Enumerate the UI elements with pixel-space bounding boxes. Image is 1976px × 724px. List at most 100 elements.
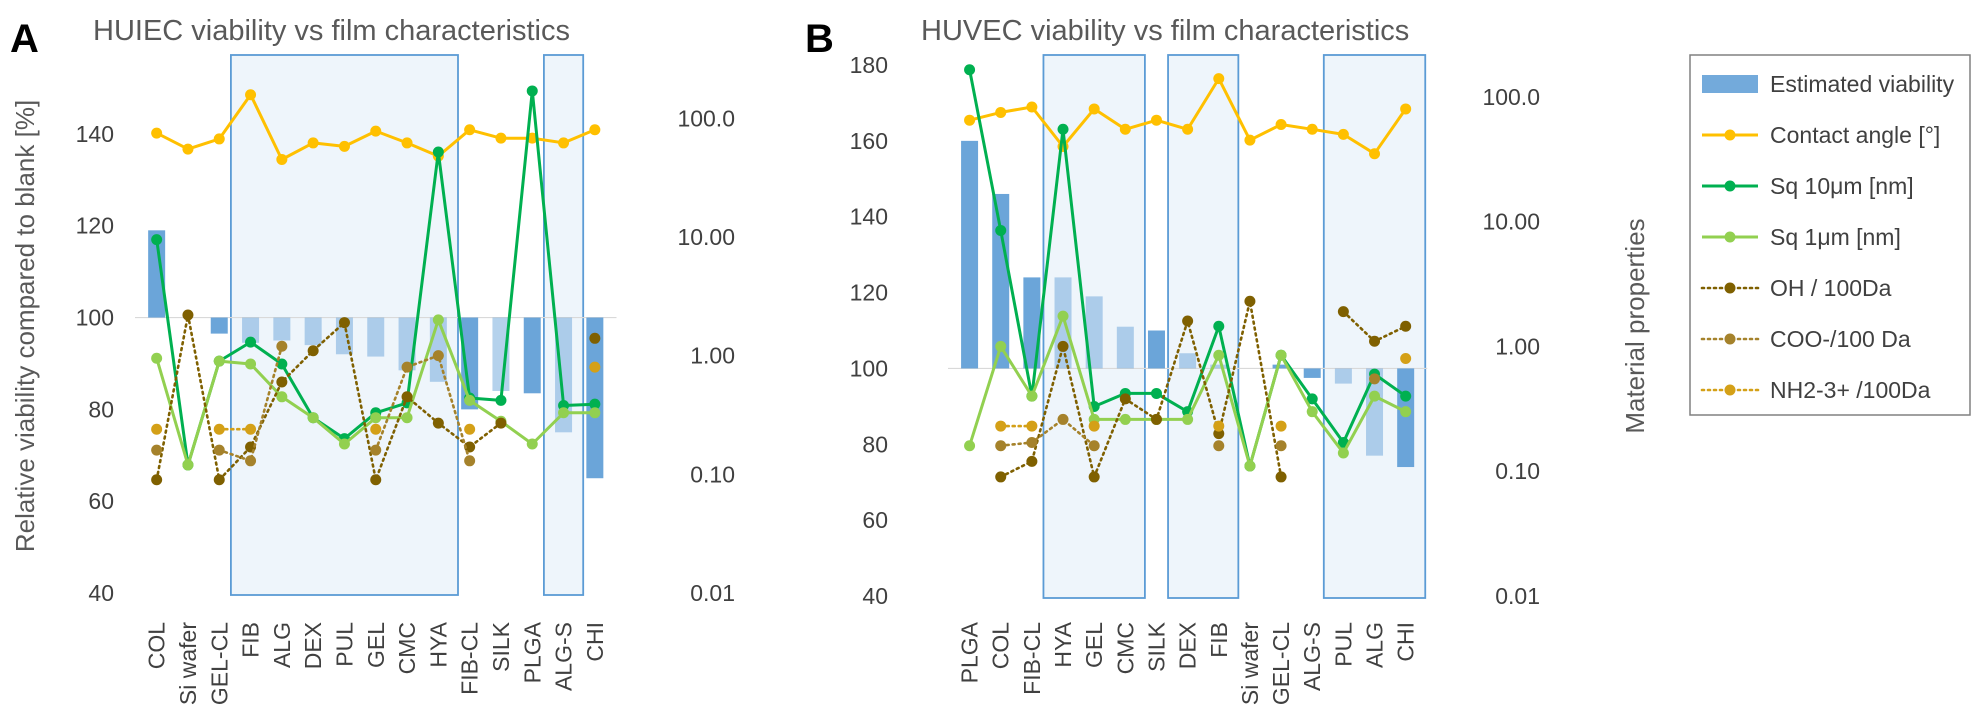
series-point	[995, 440, 1007, 452]
legend-swatch-bar	[1702, 75, 1758, 93]
series-point	[276, 376, 288, 388]
series-point	[1337, 128, 1349, 140]
viability-bar	[1366, 368, 1384, 456]
right-y-tick-label: 0.01	[690, 580, 735, 606]
category-label: ALG-S	[551, 622, 577, 691]
series-point	[182, 309, 194, 321]
series-point	[1119, 123, 1131, 135]
series-point	[213, 355, 225, 367]
category-label: GEL-CL	[1268, 622, 1294, 705]
series-point	[1119, 413, 1131, 425]
category-label: Si wafer	[1237, 622, 1263, 705]
series-line	[999, 300, 1283, 479]
series-point	[1213, 73, 1225, 85]
series-point	[995, 106, 1007, 118]
viability-bar	[1210, 364, 1228, 369]
series-point	[1182, 315, 1194, 327]
viability-bar	[367, 317, 385, 357]
series-point	[151, 423, 163, 435]
series-point	[1213, 420, 1225, 432]
left-y-tick-label: 180	[850, 52, 888, 78]
right-y-tick-label: 100.0	[677, 105, 735, 131]
series-point	[401, 361, 413, 373]
series-point	[151, 444, 163, 456]
series-point	[1275, 471, 1287, 483]
viability-bar	[1334, 368, 1352, 384]
left-y-tick-label: 100	[76, 305, 114, 331]
right-y-tick-label: 0.01	[1495, 583, 1540, 609]
series-point	[1400, 390, 1412, 402]
series-point	[1400, 320, 1412, 332]
series-point	[307, 137, 319, 149]
category-label: DEX	[1175, 622, 1201, 669]
series-point	[1057, 340, 1069, 352]
series-point	[276, 153, 288, 165]
category-label: ALG	[1362, 622, 1388, 668]
series-point	[1026, 101, 1038, 113]
viability-bar	[1397, 368, 1415, 468]
series-point	[370, 444, 382, 456]
series-point	[464, 124, 476, 136]
viability-bar	[1085, 296, 1103, 369]
series-point	[589, 332, 601, 344]
series-point	[558, 137, 570, 149]
panel-b-letter: B	[805, 17, 834, 61]
left-y-tick-label: 60	[88, 488, 114, 514]
series-point	[1150, 413, 1162, 425]
series-point	[1150, 114, 1162, 126]
viability-bar	[1179, 353, 1197, 369]
right-y-tick-label: 10.00	[1482, 209, 1540, 235]
series-point	[1369, 373, 1381, 385]
legend-item-label: COO-/100 Da	[1770, 326, 1911, 352]
series-point	[182, 459, 194, 471]
series-point	[370, 125, 382, 137]
left-y-tick-label: 80	[88, 396, 114, 422]
legend-swatch-marker	[1724, 333, 1736, 345]
series-point	[213, 133, 225, 145]
category-label: ALG-S	[1299, 622, 1325, 691]
category-label: Si wafer	[175, 622, 201, 705]
series-point	[276, 358, 288, 370]
legend-item-label: Estimated viability	[1770, 71, 1955, 97]
legend: Estimated viability Contact angle [°] Sq 1…	[1700, 71, 1955, 403]
series-point	[995, 224, 1007, 236]
series-point	[464, 441, 476, 453]
panel-b-plot: 40 60 80 100 120 140 160 180 0.01 0.10 1.00 10.00 10…	[850, 52, 1540, 705]
viability-bar	[1116, 326, 1134, 369]
viability-bar	[1023, 277, 1041, 369]
legend-box	[1689, 54, 1971, 416]
legend-item-label: OH / 100Da	[1770, 275, 1892, 301]
series-point	[1213, 349, 1225, 361]
series-point	[151, 127, 163, 139]
series-point	[1244, 460, 1256, 472]
series-point	[1213, 320, 1225, 332]
left-y-tick-label: 100	[850, 355, 888, 381]
series-point	[245, 336, 257, 348]
left-y-tick-label: 140	[76, 121, 114, 147]
series-point	[151, 234, 163, 246]
series-point	[1088, 420, 1100, 432]
series-point	[1026, 420, 1038, 432]
legend-item-label: NH2-3+ /100Da	[1770, 377, 1931, 403]
series-point	[1088, 471, 1100, 483]
series-point	[495, 417, 507, 429]
right-y-tick-label: 1.00	[1495, 333, 1540, 359]
series-point	[1369, 390, 1381, 402]
series-point	[589, 407, 601, 419]
category-label: SILK	[1143, 621, 1169, 672]
series-point	[432, 314, 444, 326]
category-label: FIB-CL	[457, 622, 483, 695]
viability-bar	[304, 317, 322, 346]
left-y-tick-label: 40	[862, 583, 888, 609]
series-point	[526, 438, 538, 450]
series-point	[1213, 440, 1225, 452]
series-point	[401, 391, 413, 403]
category-label: DEX	[300, 622, 326, 669]
series-point	[526, 132, 538, 144]
viability-bar	[523, 317, 541, 394]
series-point	[526, 85, 538, 97]
series-point	[464, 423, 476, 435]
series-point	[1244, 134, 1256, 146]
right-y-tick-label: 100.0	[1482, 84, 1540, 110]
